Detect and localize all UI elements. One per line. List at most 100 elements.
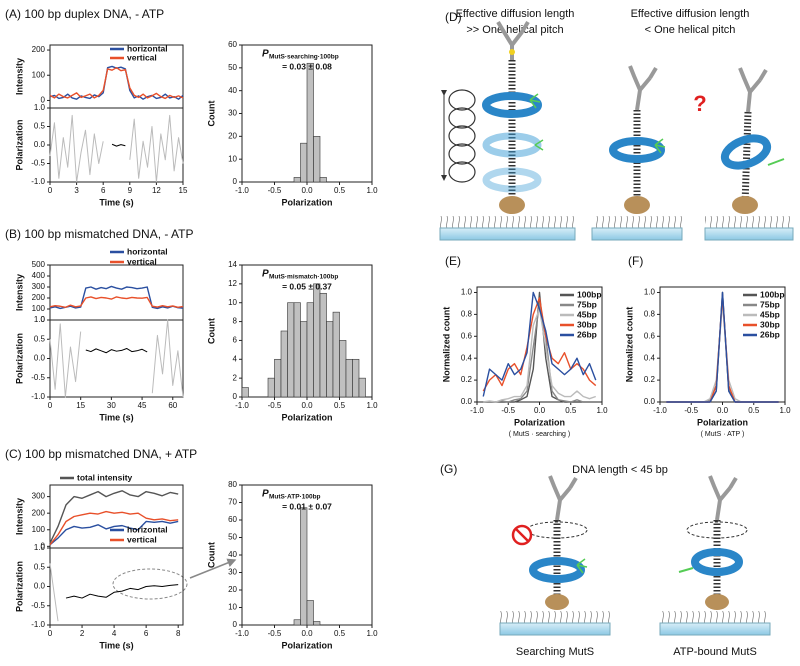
x-tick-label: 60 (168, 401, 177, 410)
antibody (548, 475, 578, 521)
series-line (49, 510, 179, 546)
histogram-bar (274, 358, 282, 398)
y-tick-label: 60 (228, 40, 237, 49)
y-tick-label: 0 (233, 620, 238, 629)
x-tick-label: 12 (152, 186, 161, 195)
legend-label: vertical (127, 256, 157, 266)
y-tick-label: 0.5 (34, 562, 46, 571)
plot-frame (49, 319, 184, 398)
y-tick-label: 4 (233, 354, 238, 363)
x-tick-label: 0.0 (301, 186, 313, 195)
y-tick-label: 200 (32, 293, 46, 302)
chart: (C) 100 bp mismatched DNA, + ATP 0 100 200 3… (5, 447, 197, 550)
histogram-bar (293, 302, 301, 398)
histogram-bar (306, 302, 314, 398)
x-tick-label: -1.0 (235, 186, 249, 195)
histogram-bar (313, 136, 321, 183)
x-tick-label: -0.5 (268, 629, 282, 638)
caption: ATP-bound MutS (673, 646, 757, 658)
y-tick-label: 0.8 (644, 309, 656, 318)
y-tick-label: 12 (228, 279, 237, 288)
histogram-bar (241, 387, 249, 398)
y-tick-label: 100 (32, 525, 46, 534)
legend-label: 26bp (577, 329, 597, 339)
series-line (483, 291, 596, 403)
histogram-bar (345, 358, 353, 398)
y-axis-label: Intensity (14, 274, 24, 311)
diagram-title: DNA length < 45 bp (572, 464, 668, 476)
chart: (F) 0.0 0.2 0.4 0.6 0.8 1.0 -1.0 -0.5 0.0 0.5 1.0 Po… (624, 254, 791, 438)
series-line (49, 490, 179, 544)
panel-label: (G) (440, 462, 457, 476)
x-tick-label: -0.5 (684, 406, 698, 415)
y-axis-label: Polarization (14, 119, 24, 170)
brush (705, 216, 793, 228)
y-tick-label: 0.0 (461, 397, 473, 406)
anchor (705, 594, 729, 610)
annotation: = 0.05 ± 0.37 (282, 281, 332, 291)
y-tick-label: 0.0 (34, 582, 46, 591)
x-tick-label: 1.0 (596, 406, 608, 415)
surface (499, 622, 611, 636)
rotation-path (526, 521, 588, 539)
plot-frame (49, 484, 184, 549)
antibody (738, 67, 768, 113)
x-axis-label: Polarization (281, 412, 332, 422)
annotation: = 0.03 ± 0.08 (282, 61, 332, 71)
x-tick-label: 4 (112, 629, 117, 638)
histogram-bar (293, 177, 301, 183)
histogram-bar (293, 619, 301, 626)
y-axis-label: Polarization (14, 333, 24, 384)
legend-label: horizontal (127, 43, 168, 53)
x-tick-label: 9 (128, 186, 133, 195)
y-tick-label: -0.5 (31, 373, 45, 382)
y-tick-label: 10 (228, 154, 237, 163)
x-tick-label: 1.0 (366, 401, 378, 410)
legend-label: total intensity (77, 472, 133, 482)
y-tick-label: 40 (228, 550, 237, 559)
histogram-bar (319, 292, 327, 398)
x-tick-label: 0 (48, 401, 53, 410)
y-tick-label: 1.0 (461, 288, 473, 297)
x-tick-label: 0.5 (565, 406, 577, 415)
mutS (482, 132, 542, 158)
diagram-title: < One helical pitch (645, 24, 736, 36)
y-tick-label: 0.5 (34, 334, 46, 343)
histogram-bar (300, 321, 308, 398)
y-axis-label: Normalized count (441, 307, 451, 383)
y-tick-label: -1.0 (31, 392, 45, 401)
chart: 0 10 20 30 40 50 60 -1.0 -0.5 0.0 0.5 1.0 Polarizati… (206, 40, 378, 207)
series-line (49, 563, 59, 622)
panel-label: (D) (445, 10, 462, 24)
annotation-subscript: MutS·searching·100bp (269, 54, 339, 61)
no-sign (515, 528, 529, 542)
y-tick-label: 0.0 (34, 354, 46, 363)
plot-frame (49, 264, 184, 321)
mutS (691, 548, 743, 576)
histogram-bar (339, 340, 347, 398)
legend-label: 30bp (760, 319, 780, 329)
series-line (49, 66, 184, 100)
brush (592, 216, 682, 228)
y-tick-label: 10 (228, 298, 237, 307)
emission (529, 93, 544, 151)
y-tick-label: 0 (41, 315, 46, 324)
y-tick-label: 8 (233, 317, 238, 326)
legend-label: 100bp (577, 289, 602, 299)
annotation-subscript: MutS·mismatch·100bp (269, 274, 338, 281)
y-tick-label: 200 (32, 45, 46, 54)
y-tick-label: 0.6 (461, 331, 473, 340)
y-tick-label: 2 (233, 373, 238, 382)
y-tick-label: 0 (41, 541, 46, 550)
y-tick-label: 6 (233, 336, 238, 345)
histogram-bar (358, 377, 366, 398)
x-tick-label: 3 (74, 186, 79, 195)
brush (660, 611, 770, 623)
y-axis-label: Polarization (14, 561, 24, 612)
y-tick-label: 70 (228, 498, 237, 507)
antibody (628, 65, 658, 111)
y-tick-label: -0.5 (31, 601, 45, 610)
legend-label: 45bp (577, 309, 597, 319)
